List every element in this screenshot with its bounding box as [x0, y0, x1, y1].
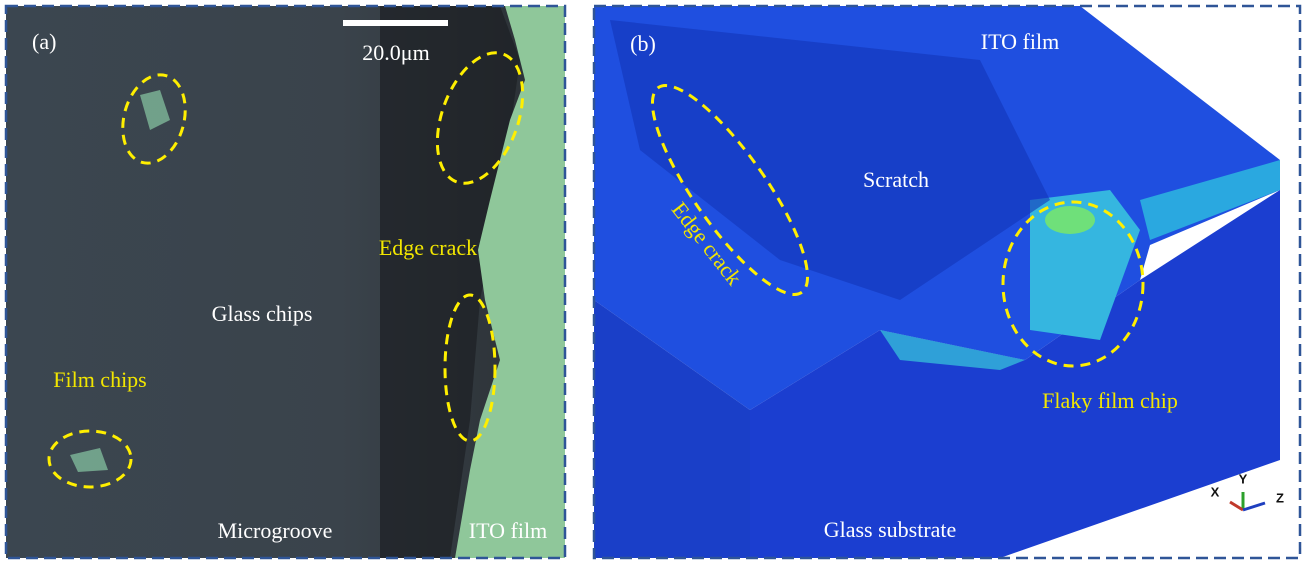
annotation: ITO film: [469, 518, 547, 543]
figure: (a) 20.0μm Edge crack Glass chips Film c…: [0, 0, 1308, 562]
panel-label: (a): [32, 29, 56, 54]
scale-bar-label: 20.0μm: [362, 40, 429, 65]
annotation: Glass substrate: [824, 517, 957, 542]
annotation: Film chips: [53, 367, 147, 392]
axis-label: X: [1211, 484, 1220, 499]
annotation: Edge crack: [379, 235, 477, 260]
annotation: Microgroove: [218, 518, 333, 543]
annotation: Scratch: [863, 167, 929, 192]
annotation: ITO film: [981, 29, 1059, 54]
panel-a: [6, 6, 565, 558]
annotation: Glass chips: [212, 301, 313, 326]
panel-b: [594, 6, 1300, 558]
axis-label: Z: [1276, 490, 1284, 505]
annotation: Flaky film chip: [1042, 388, 1178, 413]
axis-label: Y: [1239, 471, 1248, 486]
panel-label: (b): [630, 31, 656, 56]
